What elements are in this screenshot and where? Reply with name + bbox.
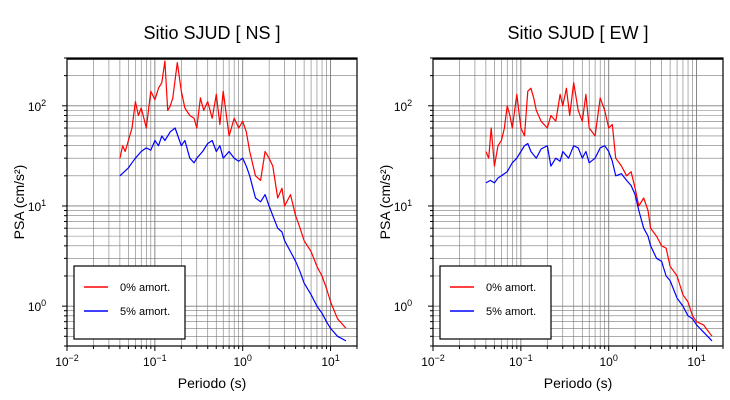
x-tick-label: 101 xyxy=(321,353,339,369)
series-line-0 xyxy=(485,82,713,337)
legend-label-1: 5% amort. xyxy=(486,306,536,318)
y-tick-label: 101 xyxy=(394,198,412,214)
y-tick-label: 102 xyxy=(28,98,46,114)
legend-box xyxy=(73,265,186,340)
y-tick-label: 100 xyxy=(28,298,46,314)
x-tick-label: 100 xyxy=(600,353,618,369)
x-tick-label: 10−2 xyxy=(55,353,79,369)
x-tick-label: 101 xyxy=(687,353,705,369)
chart-panel-0: 10−2 10−1 100 101 100 101 102 Sitio SJUD [ NS ]… xyxy=(11,23,358,391)
x-tick-label: 10−2 xyxy=(421,353,445,369)
plot-frame xyxy=(432,57,724,347)
series-line-0 xyxy=(119,60,347,329)
legend-label-0: 0% amort. xyxy=(486,282,536,294)
y-axis-label: PSA (cm/s²) xyxy=(377,165,393,240)
x-axis-label: Periodo (s) xyxy=(178,375,246,391)
chart-panel-1: 10−2 10−1 100 101 100 101 102 Sitio SJUD [ EW ]… xyxy=(377,23,724,391)
legend-label-1: 5% amort. xyxy=(120,306,170,318)
x-tick-label: 10−1 xyxy=(509,353,533,369)
y-axis-label: PSA (cm/s²) xyxy=(11,165,27,240)
y-tick-label: 101 xyxy=(28,198,46,214)
plot-frame xyxy=(66,57,358,347)
x-axis-label: Periodo (s) xyxy=(544,375,612,391)
x-tick-label: 100 xyxy=(234,353,252,369)
x-tick-label: 10−1 xyxy=(143,353,167,369)
y-tick-label: 100 xyxy=(394,298,412,314)
y-tick-label: 102 xyxy=(394,98,412,114)
series-line-1 xyxy=(119,127,347,342)
series-line-1 xyxy=(485,142,713,342)
legend-label-0: 0% amort. xyxy=(120,282,170,294)
legend-box xyxy=(439,265,552,340)
chart-title: Sitio SJUD [ NS ] xyxy=(143,23,280,43)
chart-title: Sitio SJUD [ EW ] xyxy=(507,23,648,43)
